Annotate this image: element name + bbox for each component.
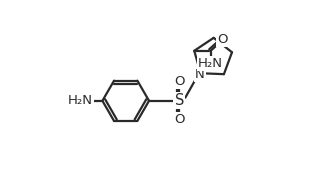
Text: N: N	[195, 68, 205, 81]
Text: N: N	[195, 68, 205, 81]
Text: H₂N: H₂N	[68, 94, 93, 107]
Text: S: S	[174, 93, 184, 108]
Text: O: O	[174, 113, 184, 126]
Text: O: O	[217, 33, 228, 46]
Text: O: O	[174, 75, 184, 88]
Text: H₂N: H₂N	[198, 57, 223, 70]
